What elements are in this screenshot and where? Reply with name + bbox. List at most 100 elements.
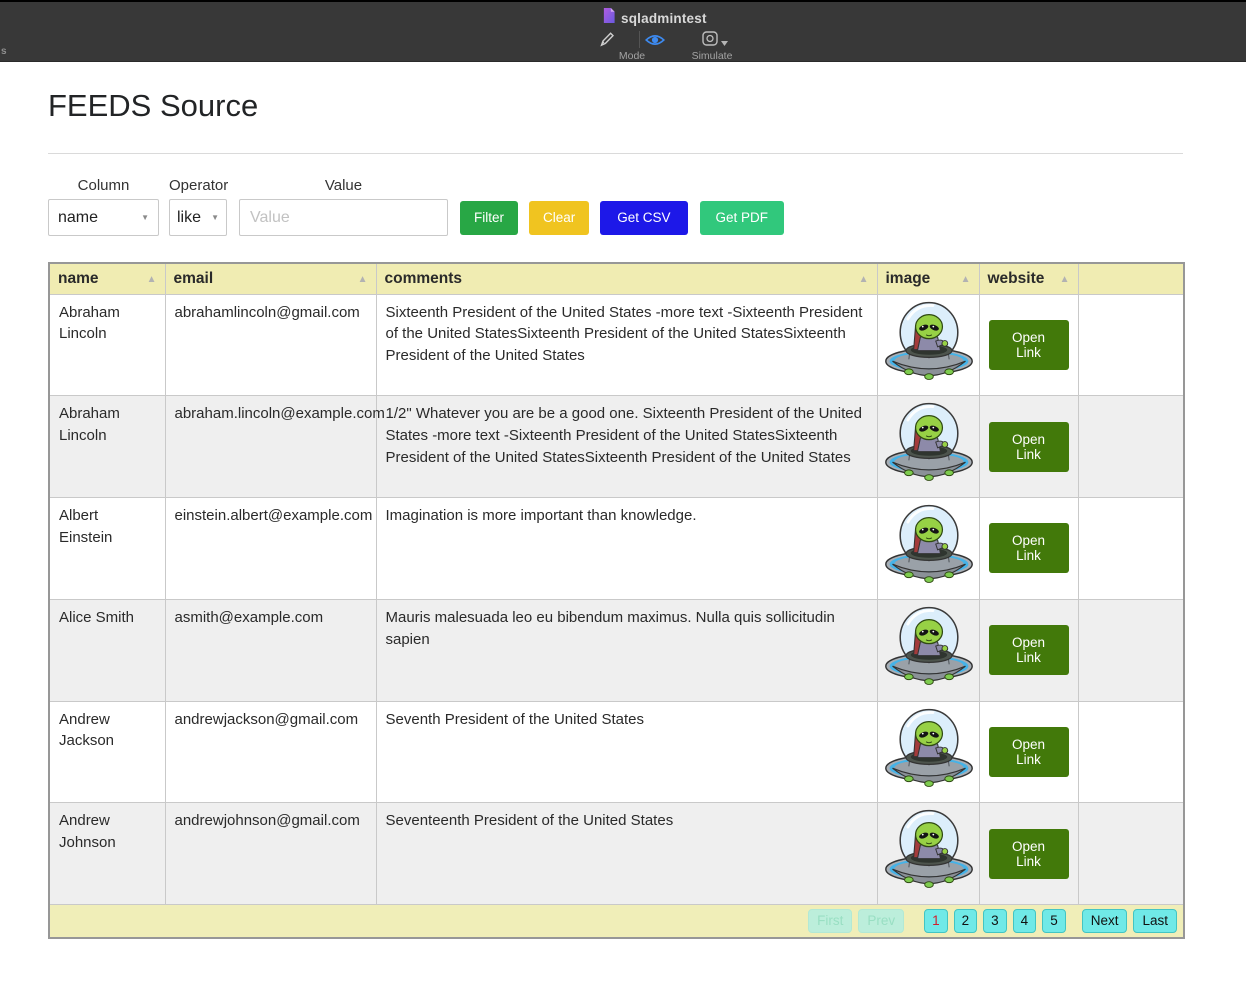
column-header-label: comments bbox=[384, 269, 463, 287]
page-content: FEEDS Source Column Operator Value name … bbox=[48, 88, 1185, 939]
open-link-button[interactable]: Open Link bbox=[988, 319, 1069, 370]
operator-select-value: like bbox=[177, 208, 202, 226]
filter-labels: Column Operator Value bbox=[48, 177, 1183, 194]
column-header-email[interactable]: email ▲ bbox=[164, 262, 377, 295]
chevron-down-icon: ▼ bbox=[141, 213, 149, 222]
operator-label: Operator bbox=[169, 177, 229, 194]
cell-website: Open Link bbox=[978, 293, 1079, 397]
cell-extra bbox=[1077, 598, 1185, 702]
cell-name: Abraham Lincoln bbox=[48, 395, 166, 498]
simulate-icon bbox=[702, 31, 719, 46]
cell-image bbox=[876, 497, 980, 600]
cell-comments: 1/2" Whatever you are be a good one. Six… bbox=[375, 395, 878, 498]
alien-ufo-image bbox=[881, 500, 977, 590]
cell-email: einstein.albert@example.com bbox=[164, 497, 377, 600]
pagination-page-button[interactable]: 4 bbox=[1012, 909, 1037, 933]
get-csv-button[interactable]: Get CSV bbox=[600, 200, 688, 235]
open-link-button[interactable]: Open Link bbox=[988, 523, 1069, 574]
open-link-button[interactable]: Open Link bbox=[988, 421, 1069, 472]
cell-extra bbox=[1077, 497, 1185, 600]
cell-email: andrewjackson@gmail.com bbox=[164, 700, 377, 804]
chevron-down-icon bbox=[721, 41, 728, 46]
cell-email: asmith@example.com bbox=[164, 598, 377, 702]
cell-website: Open Link bbox=[978, 395, 1079, 498]
pagination-page-button[interactable]: 5 bbox=[1042, 909, 1066, 933]
table-row: Abraham Lincoln abraham.lincoln@example.… bbox=[48, 395, 1185, 498]
cell-email: abrahamlincoln@gmail.com bbox=[164, 293, 377, 397]
chevron-down-icon: ▼ bbox=[211, 213, 219, 222]
pagination-page-button[interactable]: 1 bbox=[924, 909, 948, 933]
operator-select[interactable]: like ▼ bbox=[169, 199, 227, 236]
column-select[interactable]: name ▼ bbox=[48, 199, 159, 236]
table-header: name ▲ email ▲ comments ▲ image ▲ websit… bbox=[48, 262, 1185, 295]
cell-image bbox=[876, 802, 980, 905]
table-row: Abraham Lincoln abrahamlincoln@gmail.com… bbox=[48, 293, 1185, 397]
feeds-table: name ▲ email ▲ comments ▲ image ▲ websit… bbox=[48, 262, 1185, 939]
cell-extra bbox=[1077, 293, 1185, 397]
cell-website: Open Link bbox=[978, 598, 1079, 702]
cell-email: abraham.lincoln@example.com bbox=[164, 395, 385, 498]
pagination-first-button[interactable]: First bbox=[808, 909, 853, 933]
alien-ufo-image bbox=[881, 602, 977, 692]
pagination-next-button[interactable]: Next bbox=[1081, 909, 1128, 933]
filter-controls: name ▼ like ▼ Filter Clear Get CSV Get P… bbox=[48, 199, 1183, 236]
cell-comments: Seventh President of the United States bbox=[375, 700, 878, 804]
cell-image bbox=[876, 293, 980, 397]
divider bbox=[48, 153, 1183, 154]
column-header-name[interactable]: name ▲ bbox=[48, 262, 166, 295]
table-row: Albert Einstein einstein.albert@example.… bbox=[48, 497, 1185, 600]
simulate-label: Simulate bbox=[691, 50, 733, 62]
value-label: Value bbox=[324, 177, 363, 194]
cell-website: Open Link bbox=[978, 802, 1079, 905]
alien-ufo-image bbox=[881, 805, 977, 895]
pagination-last-button[interactable]: Last bbox=[1133, 909, 1177, 933]
cell-image bbox=[876, 395, 980, 498]
pagination-page-button[interactable]: 2 bbox=[953, 909, 978, 933]
pagination-prev-button[interactable]: Prev bbox=[858, 909, 905, 933]
open-link-button[interactable]: Open Link bbox=[988, 828, 1069, 879]
column-header-empty bbox=[1077, 262, 1185, 295]
column-header-label: email bbox=[173, 269, 214, 287]
cell-extra bbox=[1077, 700, 1185, 804]
cell-email: andrewjohnson@gmail.com bbox=[164, 802, 377, 905]
simulate-button[interactable] bbox=[702, 31, 728, 46]
alien-ufo-image bbox=[881, 398, 977, 488]
cell-website: Open Link bbox=[978, 700, 1079, 804]
column-header-comments[interactable]: comments ▲ bbox=[375, 262, 878, 295]
value-input[interactable] bbox=[239, 199, 448, 236]
cell-image bbox=[876, 598, 980, 702]
sort-asc-icon: ▲ bbox=[858, 273, 869, 285]
cell-name: Alice Smith bbox=[48, 598, 166, 702]
edit-mode-button[interactable] bbox=[600, 31, 615, 47]
cell-image bbox=[876, 700, 980, 804]
cell-name: Albert Einstein bbox=[48, 497, 166, 600]
filter-button[interactable]: Filter bbox=[460, 200, 518, 235]
document-icon bbox=[602, 7, 616, 29]
column-header-image[interactable]: image ▲ bbox=[876, 262, 980, 295]
cell-comments: Imagination is more important than knowl… bbox=[375, 497, 878, 600]
sort-asc-icon: ▲ bbox=[1059, 273, 1070, 285]
view-mode-button[interactable] bbox=[645, 33, 665, 47]
table-body: Abraham Lincoln abrahamlincoln@gmail.com… bbox=[48, 293, 1185, 905]
table-row: Andrew Johnson andrewjohnson@gmail.com S… bbox=[48, 802, 1185, 905]
cell-name: Abraham Lincoln bbox=[48, 293, 166, 397]
cell-comments: Sixteenth President of the United States… bbox=[375, 293, 878, 397]
column-header-label: name bbox=[58, 269, 99, 287]
open-link-button[interactable]: Open Link bbox=[988, 625, 1069, 676]
edge-text-fragment: s bbox=[1, 46, 7, 57]
eye-icon bbox=[645, 35, 665, 50]
open-link-button[interactable]: Open Link bbox=[988, 726, 1069, 777]
filter-bar: Column Operator Value name ▼ like ▼ Filt… bbox=[48, 177, 1183, 236]
column-header-label: website bbox=[987, 269, 1045, 287]
cell-extra bbox=[1077, 395, 1185, 498]
alien-ufo-image bbox=[881, 297, 977, 387]
toolbar-divider bbox=[639, 31, 640, 48]
app-titlebar: s sqladmintest bbox=[0, 0, 1246, 62]
cell-comments: Mauris malesuada leo eu bibendum maximus… bbox=[375, 598, 878, 702]
clear-button[interactable]: Clear bbox=[529, 200, 590, 235]
pagination-page-button[interactable]: 3 bbox=[983, 909, 1007, 933]
column-header-label: image bbox=[885, 269, 931, 287]
get-pdf-button[interactable]: Get PDF bbox=[699, 200, 785, 235]
column-header-website[interactable]: website ▲ bbox=[978, 262, 1079, 295]
